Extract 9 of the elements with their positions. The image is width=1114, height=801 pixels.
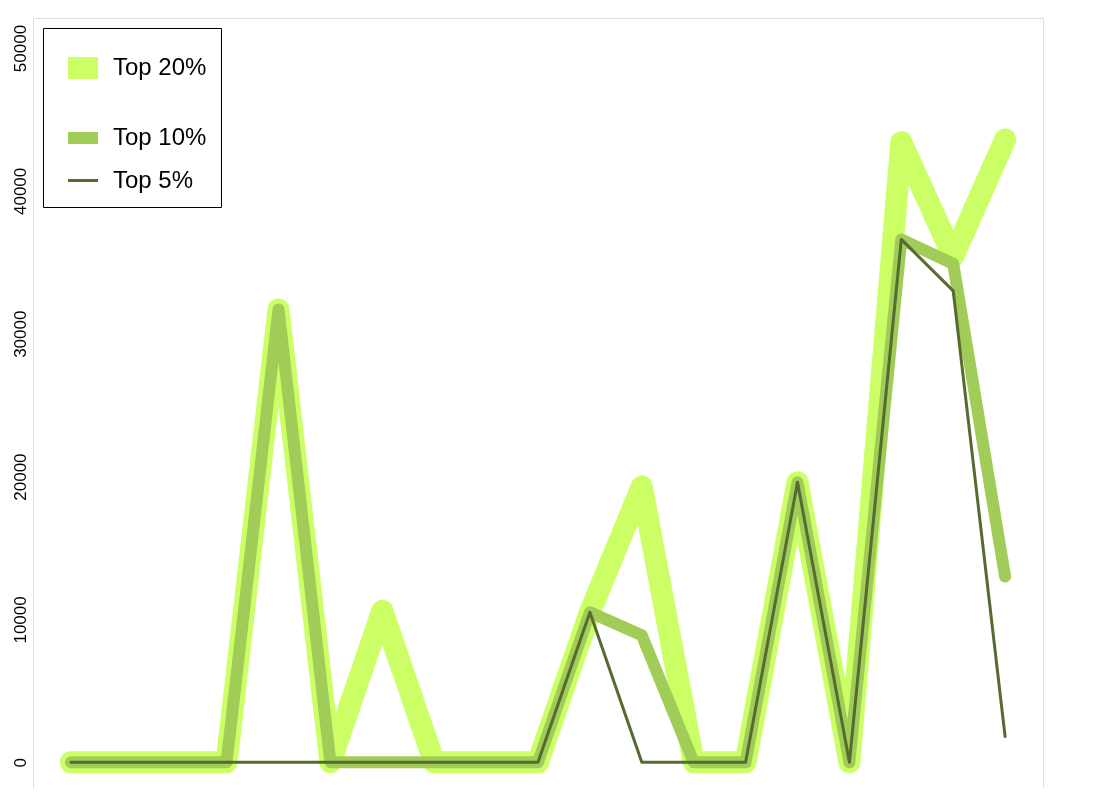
y-tick-label: 50000 <box>10 24 30 73</box>
legend-label: Top 20% <box>113 53 207 80</box>
legend-label: Top 10% <box>113 123 207 150</box>
y-tick-label: 10000 <box>10 596 30 644</box>
y-tick-label: 0 <box>10 758 30 768</box>
y-tick-label: 40000 <box>10 167 30 215</box>
y-tick-label: 30000 <box>10 310 30 358</box>
y-tick-label: 20000 <box>10 453 30 501</box>
legend-label: Top 5% <box>113 165 194 193</box>
